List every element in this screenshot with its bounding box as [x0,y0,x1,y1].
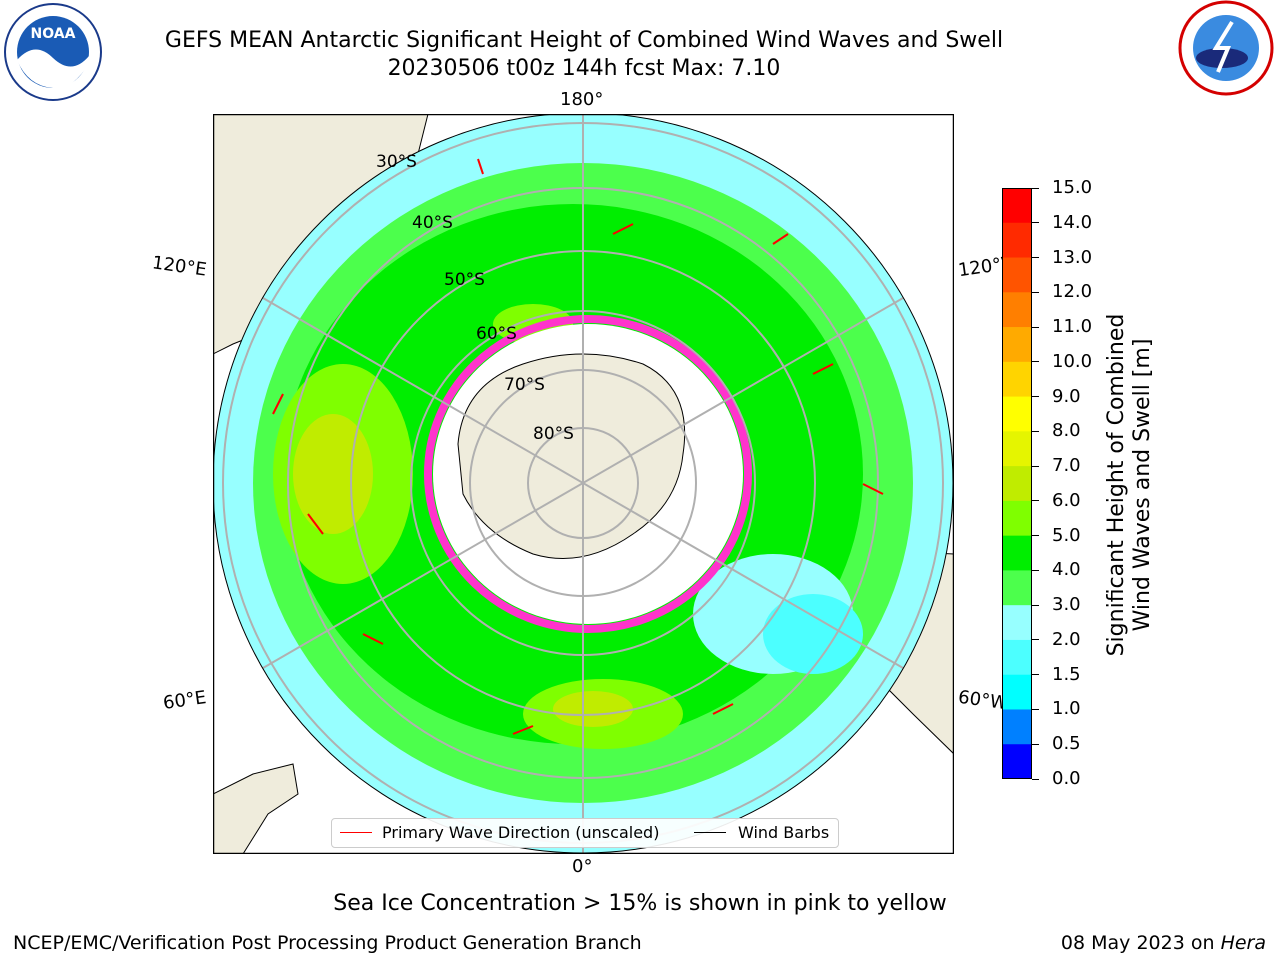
colorbar-tick-mark [1032,187,1039,189]
colorbar-tick-mark [1032,396,1039,398]
colorbar-tick-label: 12.0 [1052,281,1093,303]
lon-label-60e: 60°E [161,687,208,714]
colorbar-tick-label: 6.0 [1052,489,1081,511]
colorbar [1002,188,1032,779]
colorbar-segment [1002,431,1032,467]
colorbar-tick-mark [1032,222,1039,224]
colorbar-tick-label: 9.0 [1052,385,1081,407]
colorbar-tick-mark [1032,639,1039,641]
colorbar-segment [1002,500,1032,537]
colorbar-tick-label: 8.0 [1052,420,1081,442]
credit-line: NCEP/EMC/Verification Post Processing Pr… [13,932,642,954]
colorbar-tick-label: 1.0 [1052,698,1081,720]
colorbar-tick-mark [1032,674,1039,676]
colorbar-tick-mark [1032,535,1039,537]
sea-ice-note: Sea Ice Concentration > 15% is shown in … [333,891,947,916]
primary-wave-legend-line [340,832,372,833]
colorbar-tick-mark [1032,708,1039,710]
colorbar-tick-label: 3.0 [1052,594,1081,616]
colorbar-tick-mark [1032,604,1039,606]
wind-barbs-legend-label: Wind Barbs [738,823,830,842]
colorbar-tick-mark [1032,430,1039,432]
africa-land [213,763,299,854]
colorbar-tick-label: 15.0 [1052,177,1093,198]
lat-label-60s: 60°S [476,324,517,344]
colorbar-tick-label: 4.0 [1052,559,1081,581]
colorbar-label: Significant Height of Combined Wind Wave… [1104,225,1156,745]
colorbar-tick-mark [1032,569,1039,571]
noaa-logo: NOAA [4,3,102,101]
colorbar-tick-label: 11.0 [1052,316,1093,338]
colorbar-tick-mark [1032,326,1039,328]
chart-subtitle: 20230506 t00z 144h fcst Max: 7.10 [387,56,781,81]
lon-label-120e: 120°E [150,252,208,281]
date-line: 08 May 2023 on Hera [1061,932,1266,954]
wind-barbs-legend-line [694,832,726,833]
lon-label-180: 180° [560,89,604,110]
primary-wave-legend-label: Primary Wave Direction (unscaled) [382,823,660,842]
colorbar-segment [1002,709,1032,745]
colorbar-tick-label: 10.0 [1052,350,1093,372]
colorbar-segment [1002,292,1032,328]
antarctica-land [457,353,686,559]
colorbar-segment [1002,535,1032,572]
lon-label-0: 0° [572,856,593,877]
map-legend: Primary Wave Direction (unscaled) Wind B… [331,818,839,848]
colorbar-tick-mark [1032,361,1039,363]
colorbar-tick-label: 0.0 [1052,768,1081,789]
colorbar-tick-label: 1.5 [1052,663,1081,685]
colorbar-segment [1002,327,1032,363]
lat-label-80s: 80°S [533,424,574,444]
colorbar-tick-mark [1032,291,1039,293]
colorbar-segment [1002,639,1032,676]
colorbar-segment [1002,188,1032,224]
colorbar-segment [1002,222,1032,259]
date-text: 08 May 2023 on [1060,932,1221,954]
colorbar-tick-label: 13.0 [1052,246,1093,268]
colorbar-segment [1002,257,1032,293]
colorbar-segment [1002,605,1032,641]
lat-label-30s: 30°S [376,152,417,172]
lat-label-70s: 70°S [504,375,545,395]
colorbar-tick-mark [1032,257,1039,259]
colorbar-segment [1002,744,1032,779]
colorbar-tick-mark [1032,500,1039,502]
colorbar-segment [1002,674,1032,711]
colorbar-tick-mark [1032,743,1039,745]
colorbar-tick-label: 0.5 [1052,733,1081,755]
colorbar-label-line2: Wind Waves and Swell [m] [1130,338,1155,632]
colorbar-border [1002,188,1032,779]
lat-label-50s: 50°S [444,270,485,290]
colorbar-segment [1002,570,1032,606]
noaa-logo-text: NOAA [31,26,76,42]
polar-map [213,114,954,854]
colorbar-tick-mark [1032,778,1039,780]
colorbar-label-line1: Significant Height of Combined [1104,313,1129,657]
colorbar-segment [1002,361,1032,398]
nws-logo [1178,0,1274,96]
lat-label-40s: 40°S [412,213,453,233]
chart-title: GEFS MEAN Antarctic Significant Height o… [164,28,1004,53]
colorbar-tick-mark [1032,465,1039,467]
colorbar-tick-label: 2.0 [1052,628,1081,650]
colorbar-segment [1002,396,1032,432]
colorbar-segment [1002,466,1032,502]
colorbar-tick-label: 5.0 [1052,524,1081,546]
colorbar-tick-label: 14.0 [1052,211,1093,233]
colorbar-tick-label: 7.0 [1052,455,1081,477]
machine-name: Hera [1220,932,1266,954]
